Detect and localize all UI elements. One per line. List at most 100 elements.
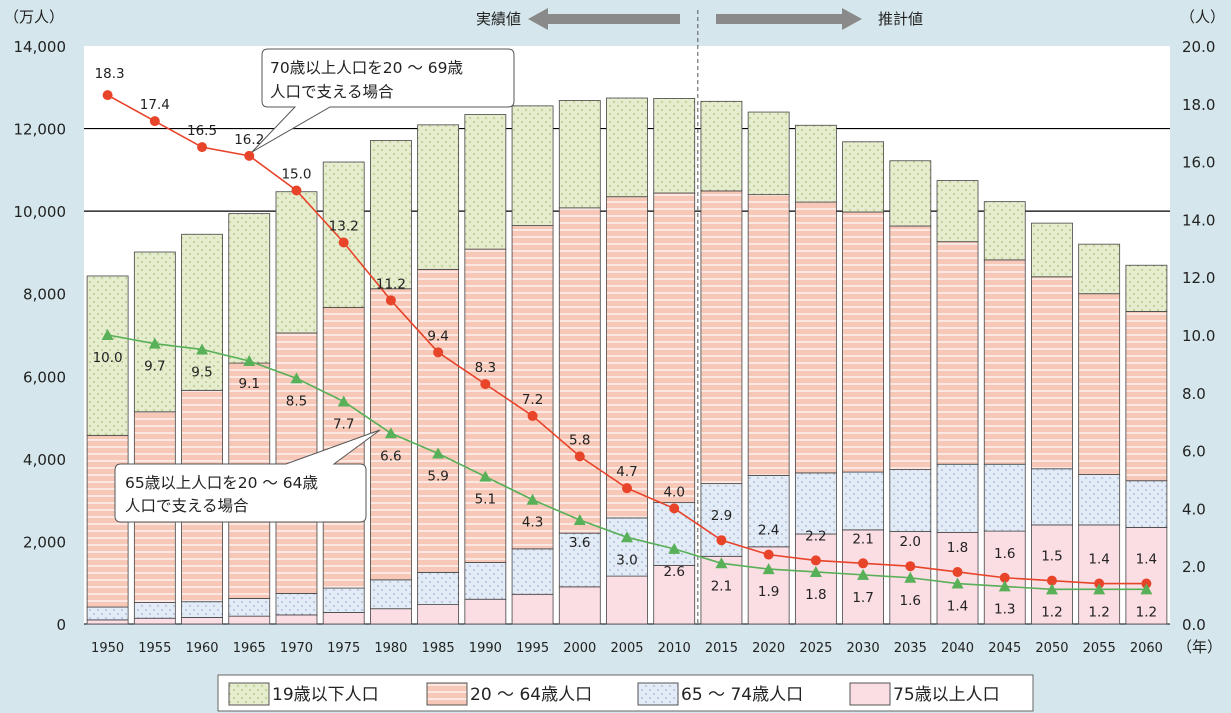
left-tick-label: 12,000 — [14, 121, 67, 139]
line-70-point — [527, 410, 538, 421]
x-tick-label: 1965 — [233, 641, 266, 656]
line-70-label: 15.0 — [281, 167, 311, 183]
line-70-label: 1.6 — [994, 546, 1015, 562]
x-tick-label: 1970 — [280, 641, 313, 656]
right-axis: 0.0 2.0 4.0 6.0 8.0 10.0 12.0 14.0 16.0 18.0 20.0 — [1182, 38, 1215, 634]
x-tick-label: 2010 — [658, 641, 691, 656]
line-65-label: 3.0 — [616, 552, 637, 568]
bar-segment — [889, 160, 932, 227]
bar-segment — [511, 548, 554, 595]
x-tick-label: 1990 — [469, 641, 502, 656]
line-70-label: 4.0 — [663, 484, 684, 500]
bar-segment — [417, 571, 460, 605]
line-65-point — [857, 568, 870, 580]
line-65-point — [337, 395, 350, 407]
line-65-point — [432, 447, 445, 459]
bar-segment — [1078, 474, 1121, 526]
bar-segment — [606, 196, 648, 519]
left-tick-label: 2,000 — [23, 533, 66, 551]
bar-segment — [889, 225, 932, 470]
bar-segment — [228, 615, 271, 625]
bar-segment — [794, 201, 837, 474]
line-65-label: 5.9 — [427, 468, 448, 484]
x-tick-label: 1975 — [327, 641, 360, 656]
bar-segment — [606, 517, 648, 577]
callout-65-line1: 65歳以上人口を20 ～ 64歳 — [125, 474, 318, 492]
bar-segment — [181, 616, 223, 625]
x-tick-label: 2020 — [752, 641, 785, 656]
line-65-label: 1.2 — [1136, 604, 1157, 620]
line-65-label: 5.1 — [475, 492, 496, 508]
x-tick-label: 2005 — [610, 641, 643, 656]
line-70-label: 9.4 — [427, 328, 448, 344]
line-65-label: 1.6 — [900, 593, 921, 609]
legend-swatch-65-74 — [637, 682, 679, 706]
bar-segment — [1125, 311, 1168, 482]
bar-segment — [228, 598, 271, 617]
line-70-label: 13.2 — [329, 219, 359, 235]
right-tick-label: 20.0 — [1182, 38, 1215, 56]
right-tick-label: 18.0 — [1182, 96, 1215, 114]
bar-segment — [228, 213, 271, 364]
line-70-point — [622, 483, 632, 494]
bar-segment — [606, 575, 648, 625]
line-65-label: 7.7 — [333, 416, 354, 432]
line-70-point — [102, 90, 113, 101]
line-70-point — [385, 295, 396, 306]
bar-segment — [700, 190, 743, 485]
legend-label-20-64: 20 ～ 64歳人口 — [470, 685, 592, 705]
x-tick-label: 2060 — [1130, 641, 1163, 656]
line-70-label: 2.4 — [758, 523, 779, 539]
bar-segment — [1125, 480, 1168, 528]
line-70-label: 1.4 — [1136, 552, 1157, 568]
bar-segment — [322, 587, 365, 613]
bar-segment — [889, 469, 932, 532]
bar-segment — [842, 141, 884, 213]
line-65-point — [1140, 583, 1153, 595]
bar-segment — [558, 100, 601, 209]
x-unit-label: （年） — [1177, 638, 1222, 656]
bar-segment — [511, 105, 554, 226]
line-65-point — [101, 329, 114, 340]
bar-segment — [275, 191, 318, 334]
left-tick-label: 8,000 — [23, 286, 66, 304]
legend-label-75plus: 75歳以上人口 — [893, 685, 1000, 705]
left-tick-label: 4,000 — [23, 451, 66, 469]
legend: 19歳以下人口 20 ～ 64歳人口 65 ～ 74歳人口 75歳以上人口 — [217, 674, 1034, 712]
line-65-point — [196, 343, 209, 355]
line-65-label: 1.7 — [852, 590, 873, 606]
bar-segment — [464, 114, 507, 250]
bar-segment — [653, 192, 696, 504]
line-65-label: 6.6 — [380, 448, 401, 464]
right-tick-label: 10.0 — [1182, 327, 1215, 345]
line-65-label: 4.3 — [522, 515, 543, 531]
line-70-point — [763, 549, 774, 560]
line-65-point — [290, 372, 303, 384]
bar-segment — [558, 207, 601, 534]
line-65-point — [809, 565, 822, 577]
line-65-label: 1.8 — [805, 587, 826, 603]
bar-segment — [370, 140, 412, 290]
x-tick-label: 2015 — [705, 641, 738, 656]
left-unit-label: （万人） — [4, 8, 64, 26]
bar-segment — [983, 463, 1026, 532]
line-65-label: 1.2 — [1088, 604, 1109, 620]
line-70-label: 17.4 — [140, 97, 170, 113]
line-70-label: 8.3 — [475, 360, 496, 376]
right-tick-label: 8.0 — [1182, 385, 1206, 403]
bar-segment — [558, 532, 601, 588]
legend-label-65-74: 65 ～ 74歳人口 — [681, 685, 803, 705]
bar-segment — [181, 601, 223, 618]
right-tick-label: 6.0 — [1182, 443, 1206, 461]
line-65-label: 1.2 — [1041, 604, 1062, 620]
bar-segment — [133, 617, 176, 625]
line-70-point — [149, 116, 160, 127]
right-unit-label: （人） — [1180, 8, 1225, 26]
bar-segment — [86, 606, 129, 621]
line-65-point — [621, 531, 633, 543]
bar-segment — [464, 248, 507, 563]
line-65-label: 9.7 — [144, 359, 165, 375]
line-65-point — [715, 557, 728, 569]
bar-segment — [511, 593, 554, 625]
